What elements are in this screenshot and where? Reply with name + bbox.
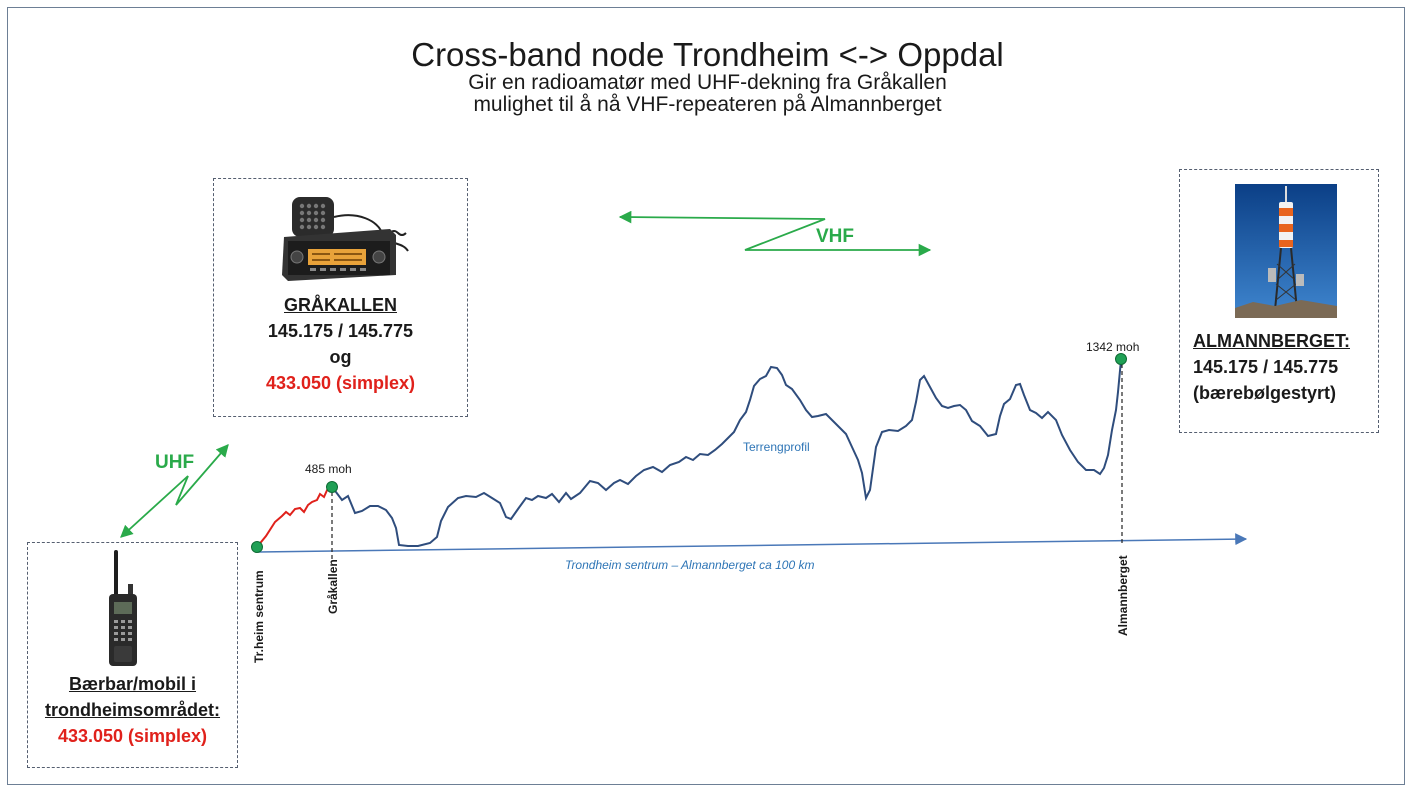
- grakallen-connector: og: [329, 347, 352, 367]
- terrain-profile-line: [330, 359, 1122, 547]
- almannberget-note: (bærebølgestyrt): [1193, 383, 1337, 403]
- distance-axis-caption: Trondheim sentrum – Almannberget ca 100 …: [565, 558, 815, 572]
- diagram-title: Cross-band node Trondheim <-> Oppdal: [411, 36, 1004, 73]
- handheld-uhf-frequency: 433.050 (simplex): [57, 726, 208, 746]
- terrain-profile-label: Terrengprofil: [743, 440, 810, 454]
- uhf-terrain-segment: [256, 486, 332, 548]
- vhf-label: VHF: [816, 226, 854, 247]
- almannberget-height-label: 1342 moh: [1086, 340, 1140, 354]
- diagram-frame: [7, 7, 1405, 785]
- handheld-heading-line-2: trondheimsområdet:: [44, 700, 221, 720]
- start-point-label: Tr.heim sentrum: [252, 570, 266, 663]
- handheld-box: Bærbar/mobil i trondheimsområdet: 433.05…: [27, 542, 238, 768]
- diagram-subtitle: Gir en radioamatør med UHF-dekning fra G…: [0, 72, 1415, 116]
- almannberget-vhf-frequency: 145.175 / 145.775: [1193, 357, 1339, 377]
- grakallen-heading: GRÅKALLEN: [284, 295, 397, 315]
- subtitle-line-1: Gir en radioamatør med UHF-dekning fra G…: [468, 71, 947, 94]
- grakallen-point-marker: [326, 481, 338, 493]
- almannberget-heading: ALMANNBERGET:: [1193, 331, 1350, 351]
- grakallen-height-label: 485 moh: [305, 462, 352, 476]
- mobile-transceiver-icon: [282, 197, 409, 281]
- vhf-link-arrow: [618, 210, 932, 257]
- subtitle-line-2: mulighet til å nå VHF-repeateren på Alma…: [473, 93, 942, 116]
- antenna-mast-photo: [1235, 184, 1337, 318]
- uhf-label: UHF: [155, 452, 195, 473]
- almannberget-point-marker: [1115, 353, 1127, 365]
- start-point-marker: [251, 541, 263, 553]
- grakallen-uhf-frequency: 433.050 (simplex): [265, 373, 416, 393]
- handheld-heading-line-1: Bærbar/mobil i: [68, 674, 197, 694]
- grakallen-vhf-frequency: 145.175 / 145.775: [267, 321, 414, 341]
- almannberget-box: ALMANNBERGET: 145.175 / 145.775 (bærebøl…: [1179, 169, 1379, 433]
- grakallen-point-label: Gråkallen: [326, 559, 340, 614]
- handheld-radio-icon: [109, 550, 137, 666]
- almannberget-point-label: Almannberget: [1116, 555, 1130, 636]
- uhf-link-arrow: [120, 444, 229, 538]
- distance-axis: [257, 533, 1248, 553]
- grakallen-box: GRÅKALLEN 145.175 / 145.775 og 433.050 (…: [213, 178, 468, 417]
